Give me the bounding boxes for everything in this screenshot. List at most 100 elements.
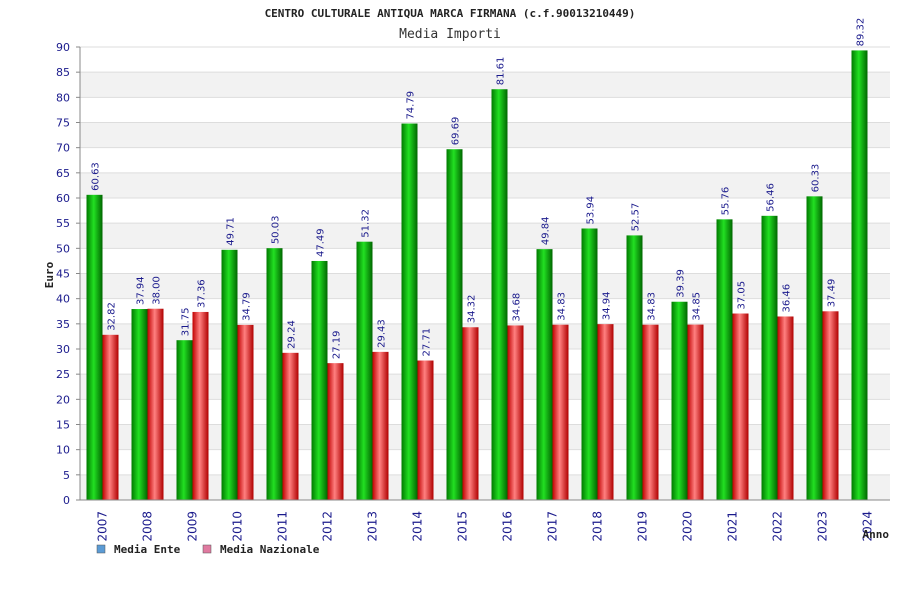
value-label: 81.61 — [496, 57, 507, 86]
chart-title: CENTRO CULTURALE ANTIQUA MARCA FIRMANA (… — [265, 7, 636, 20]
bar-media-ente — [716, 219, 733, 500]
y-tick-label: 30 — [56, 343, 70, 356]
bar-media-nazionale — [687, 324, 704, 500]
bar-media-nazionale — [327, 363, 344, 500]
value-label: 37.36 — [197, 279, 208, 308]
x-tick-label: 2012 — [321, 511, 335, 542]
x-tick-label: 2018 — [591, 511, 605, 542]
bar-media-ente — [86, 194, 103, 501]
value-label: 49.84 — [541, 216, 552, 245]
grid-band — [80, 122, 890, 148]
value-label: 34.83 — [557, 292, 568, 321]
bar-media-nazionale — [822, 311, 839, 500]
x-axis-title: Anno — [863, 528, 890, 541]
bar-media-ente — [311, 260, 328, 500]
value-labels: 60.63 32.82 37.94 38.00 31.75 37.36 49.71 34.79… — [91, 18, 867, 359]
value-label: 38.00 — [152, 276, 163, 305]
y-tick-label: 20 — [56, 393, 70, 406]
y-tick-label: 10 — [56, 444, 70, 457]
x-tick-label: 2023 — [816, 511, 830, 542]
legend-label-media-nazionale: Media Nazionale — [220, 543, 320, 556]
value-label: 60.33 — [811, 164, 822, 193]
grid-band — [80, 47, 890, 73]
bar-media-nazionale — [552, 324, 569, 500]
value-label: 56.46 — [766, 183, 777, 212]
grid-band — [80, 449, 890, 475]
bar-media-nazionale — [597, 324, 614, 500]
x-tick-label: 2016 — [501, 511, 515, 542]
grid-band — [80, 223, 890, 249]
bar-media-ente — [266, 248, 283, 500]
value-label: 29.24 — [287, 320, 298, 349]
value-label: 34.32 — [467, 295, 478, 324]
x-tick-label: 2024 — [861, 511, 875, 542]
value-label: 53.94 — [586, 196, 597, 225]
x-tick-label: 2021 — [726, 511, 740, 542]
grid-band — [80, 349, 890, 375]
grid-band — [80, 147, 890, 173]
bar-media-nazionale — [462, 327, 479, 500]
bar-media-nazionale — [732, 313, 749, 500]
x-tick-label: 2008 — [141, 511, 155, 542]
value-label: 34.85 — [692, 292, 703, 321]
value-label: 34.68 — [512, 293, 523, 322]
bar-media-ente — [491, 89, 508, 500]
bar-media-ente — [671, 301, 688, 500]
grid-band — [80, 172, 890, 198]
bar-media-ente — [131, 309, 148, 500]
bar-media-nazionale — [417, 360, 434, 500]
x-tick-label: 2013 — [366, 511, 380, 542]
bar-media-nazionale — [147, 308, 164, 500]
gridlines — [80, 46, 890, 501]
value-label: 51.32 — [361, 209, 372, 238]
y-tick-label: 80 — [56, 91, 70, 104]
bar-media-ente — [356, 241, 373, 500]
value-label: 50.03 — [271, 216, 282, 245]
y-tick-label: 0 — [63, 494, 70, 507]
value-label: 34.83 — [647, 292, 658, 321]
grid-band — [80, 323, 890, 349]
grid-band — [80, 198, 890, 224]
y-tick-label: 90 — [56, 41, 70, 54]
grid-band — [80, 474, 890, 500]
grid-band — [80, 273, 890, 299]
bar-media-ente — [806, 196, 823, 501]
x-tick-label: 2010 — [231, 511, 245, 542]
value-label: 55.76 — [721, 187, 732, 216]
value-label: 27.71 — [422, 328, 433, 357]
bar-media-ente — [626, 235, 643, 501]
bar-media-ente — [851, 50, 868, 500]
value-label: 74.79 — [406, 91, 417, 120]
y-tick-label: 55 — [56, 217, 70, 230]
x-tick-label: 2011 — [276, 511, 290, 542]
value-label: 32.82 — [107, 302, 118, 331]
grid-band — [80, 424, 890, 450]
y-tick-label: 70 — [56, 142, 70, 155]
bar-media-nazionale — [102, 334, 119, 500]
y-tick-label: 35 — [56, 318, 70, 331]
legend-swatch-media-ente — [96, 544, 106, 554]
y-tick-label: 65 — [56, 167, 70, 180]
bar-media-ente — [761, 215, 778, 500]
y-tick-label: 40 — [56, 293, 70, 306]
x-axis-ticks: 2007 2008 2009 2010 2011 2012 2013 2014 2015 2016… — [96, 511, 875, 542]
value-label: 37.05 — [737, 281, 748, 310]
bar-media-nazionale — [507, 325, 524, 500]
grid-band — [80, 374, 890, 400]
value-label: 34.79 — [242, 292, 253, 321]
y-axis-title: Euro — [43, 261, 56, 288]
value-label: 34.94 — [602, 291, 613, 320]
x-tick-label: 2009 — [186, 511, 200, 542]
y-tick-label: 25 — [56, 368, 70, 381]
y-tick-label: 5 — [63, 469, 70, 482]
grid-band — [80, 298, 890, 324]
x-tick-label: 2019 — [636, 511, 650, 542]
bar-media-ente — [536, 249, 553, 500]
grid-band — [80, 248, 890, 274]
legend-swatch-media-nazionale — [202, 544, 212, 554]
bars — [86, 50, 868, 501]
x-tick-label: 2017 — [546, 511, 560, 542]
y-tick-label: 15 — [56, 419, 70, 432]
value-label: 52.57 — [631, 203, 642, 232]
y-axis-ticks: 0 5 10 15 20 25 30 35 40 45 50 55 60 65 70 75 80 85 90 — [56, 41, 80, 507]
